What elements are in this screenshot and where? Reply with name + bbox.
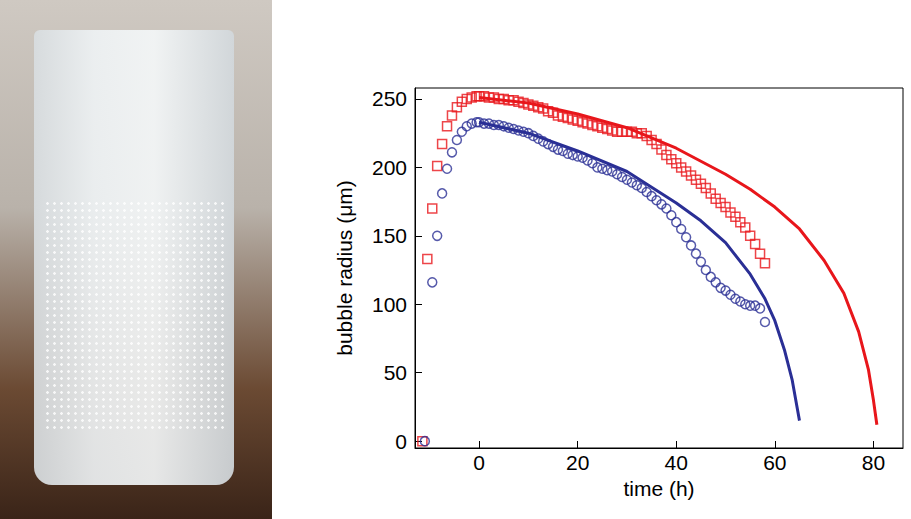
- svg-text:20: 20: [566, 451, 589, 474]
- svg-text:200: 200: [372, 156, 407, 179]
- svg-text:80: 80: [862, 451, 885, 474]
- svg-text:bubble radius (μm): bubble radius (μm): [333, 180, 356, 356]
- svg-text:250: 250: [372, 87, 407, 110]
- svg-text:0: 0: [395, 430, 407, 453]
- svg-text:150: 150: [372, 224, 407, 247]
- svg-text:100: 100: [372, 293, 407, 316]
- svg-text:time (h): time (h): [623, 477, 694, 500]
- svg-text:60: 60: [763, 451, 786, 474]
- svg-text:0: 0: [473, 451, 485, 474]
- svg-text:40: 40: [665, 451, 688, 474]
- svg-text:50: 50: [384, 361, 407, 384]
